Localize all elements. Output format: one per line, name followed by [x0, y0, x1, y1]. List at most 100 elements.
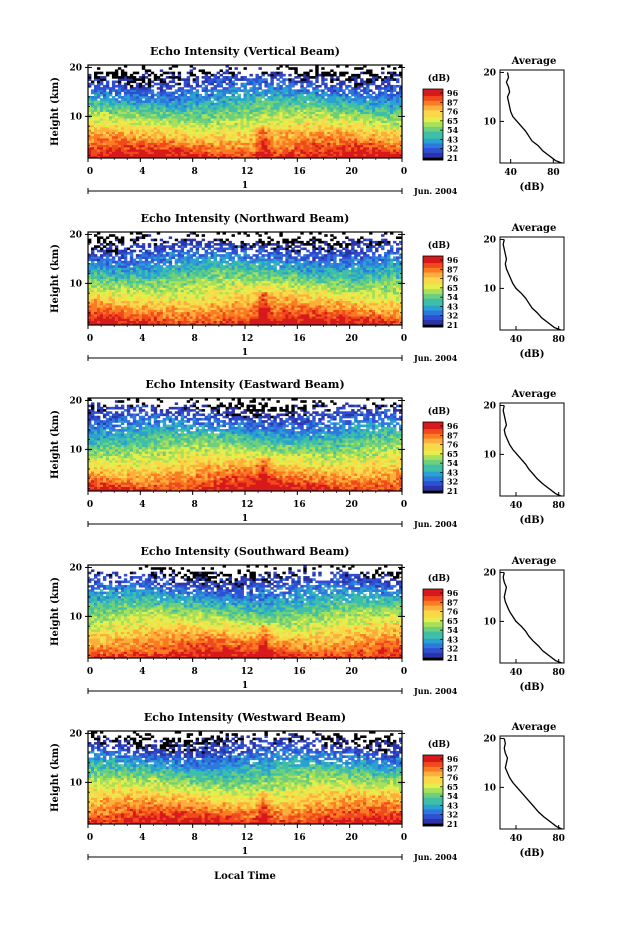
heatmap-cell [291, 303, 294, 306]
heatmap-cell [282, 89, 285, 92]
heatmap-cell [214, 140, 217, 143]
heatmap-cell [378, 131, 381, 134]
heatmap-cell [384, 125, 387, 128]
heatmap-cell [124, 307, 127, 310]
heatmap-cell [384, 136, 387, 139]
heatmap-cell [169, 92, 172, 95]
heatmap-cell [336, 147, 339, 150]
heatmap-cell [136, 85, 139, 88]
heatmap-cell [327, 125, 330, 128]
heatmap-cell [315, 136, 318, 139]
heatmap-cell [393, 78, 396, 81]
heatmap-cell [199, 136, 202, 139]
heatmap-cell [261, 74, 264, 77]
heatmap-cell [91, 131, 94, 134]
heatmap-cell [115, 105, 118, 108]
x-tick-label: 0 [401, 167, 407, 177]
heatmap-cell [181, 109, 184, 112]
heatmap-cell [226, 69, 229, 72]
heatmap-cell [321, 318, 324, 321]
heatmap-cell [112, 314, 115, 317]
heatmap-cell [199, 307, 202, 310]
heatmap-cell [390, 109, 393, 112]
heatmap-cell [342, 147, 345, 150]
heatmap-cell [235, 74, 238, 77]
heatmap-cell [229, 96, 232, 99]
heatmap-cell [220, 147, 223, 150]
heatmap-cell [247, 307, 250, 310]
heatmap-cell [306, 89, 309, 92]
heatmap-cell [288, 314, 291, 317]
heatmap-cell [339, 303, 342, 306]
heatmap-cell [378, 109, 381, 112]
heatmap-cell [336, 314, 339, 317]
heatmap-cell [127, 136, 130, 139]
heatmap-cell [94, 307, 97, 310]
heatmap-cell [393, 89, 396, 92]
heatmap-cell [196, 314, 199, 317]
heatmap-cell [306, 94, 309, 97]
heatmap-cell [285, 140, 288, 143]
heatmap-cell [372, 100, 375, 103]
heatmap-cell [390, 151, 393, 154]
heatmap-cell [241, 318, 244, 321]
heatmap-cell [282, 131, 285, 134]
heatmap-cell [133, 78, 136, 81]
heatmap-cell [285, 105, 288, 108]
heatmap-cell [255, 147, 258, 150]
heatmap-cell [139, 100, 142, 103]
colorbar-segment [423, 143, 443, 146]
heatmap-cell [202, 96, 205, 99]
heatmap-cell [300, 151, 303, 154]
heatmap-cell [241, 85, 244, 88]
heatmap-cell [366, 136, 369, 139]
heatmap-cell [291, 100, 294, 103]
heatmap-cell [366, 94, 369, 97]
heatmap-cell [351, 151, 354, 154]
heatmap-cell [148, 89, 151, 92]
heatmap-cell [169, 307, 172, 310]
heatmap-cell [336, 100, 339, 103]
x-tick-label: 20 [345, 167, 358, 177]
heatmap-cell [393, 147, 396, 150]
heatmap-cell [294, 303, 297, 306]
heatmap-cell [232, 105, 235, 108]
heatmap-cell [393, 72, 396, 75]
heatmap-cell [294, 318, 297, 321]
heatmap-cell [315, 131, 318, 134]
heatmap-cell [300, 89, 303, 92]
heatmap-cell [273, 147, 276, 150]
heatmap-cell [202, 303, 205, 306]
heatmap-cell [342, 72, 345, 75]
heatmap-cell [261, 318, 264, 321]
heatmap-cell [244, 76, 247, 79]
heatmap-cell [244, 125, 247, 128]
heatmap-cell [211, 303, 214, 306]
heatmap-cell [384, 120, 387, 123]
heatmap-cell [136, 147, 139, 150]
heatmap-cell [109, 109, 112, 112]
heatmap-cell [100, 303, 103, 306]
heatmap-cell [258, 151, 261, 154]
heatmap-cell [324, 83, 327, 86]
heatmap-cell [249, 116, 252, 119]
heatmap-cell [175, 136, 178, 139]
heatmap-cell [238, 120, 241, 123]
heatmap-cell [166, 85, 169, 88]
heatmap-cell [169, 100, 172, 103]
heatmap-cell [217, 76, 220, 79]
heatmap-cell [220, 307, 223, 310]
heatmap-cell [217, 120, 220, 123]
heatmap-cell [151, 131, 154, 134]
heatmap-cell [264, 72, 267, 75]
heatmap-cell [378, 125, 381, 128]
heatmap-cell [139, 147, 142, 150]
heatmap-cell [387, 318, 390, 321]
heatmap-cell [309, 105, 312, 108]
heatmap-cell [372, 303, 375, 306]
colorbar-segment [423, 134, 443, 137]
heatmap-cell [160, 120, 163, 123]
heatmap-cell [154, 94, 157, 97]
heatmap-cell [136, 94, 139, 97]
heatmap-cell [270, 140, 273, 143]
